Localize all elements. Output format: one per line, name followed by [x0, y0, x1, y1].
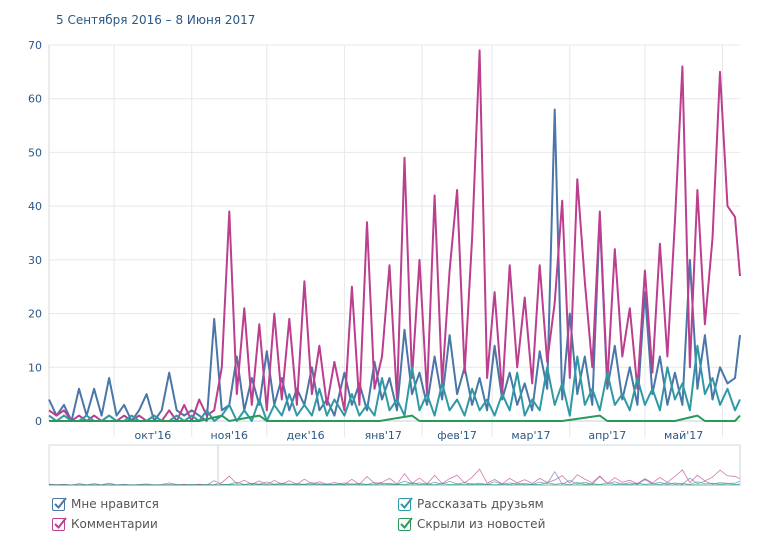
legend-checkbox-hidden[interactable] [398, 516, 413, 531]
legend-label-likes: Мне нравится [71, 497, 159, 511]
legend-checkbox-comments[interactable] [52, 516, 67, 531]
legend-checkbox-likes[interactable] [52, 496, 67, 511]
legend-label-shares: Рассказать друзьям [417, 497, 544, 511]
legend-checkbox-shares[interactable] [398, 496, 413, 511]
legend-item-comments[interactable]: Комментарии [52, 514, 159, 534]
x-tick-label: янв'17 [365, 429, 402, 442]
legend-column-right: Рассказать друзьям Скрыли из новостей [398, 494, 545, 534]
date-range-title: 5 Сентября 2016 – 8 Июня 2017 [56, 13, 256, 27]
x-tick-label: май'17 [664, 429, 703, 442]
legend-item-shares[interactable]: Рассказать друзьям [398, 494, 545, 514]
y-tick-label: 50 [28, 146, 42, 159]
series-line-0 [48, 108, 741, 422]
legend-label-hidden: Скрыли из новостей [417, 517, 546, 531]
y-tick-label: 40 [28, 200, 42, 213]
y-tick-label: 70 [28, 39, 42, 52]
legend-item-likes[interactable]: Мне нравится [52, 494, 159, 514]
x-tick-label: ноя'16 [210, 429, 248, 442]
x-tick-label: окт'16 [134, 429, 171, 442]
y-tick-label: 10 [28, 361, 42, 374]
series-line-3 [49, 414, 741, 422]
navigator-frame [48, 444, 741, 486]
y-tick-label: 30 [28, 254, 42, 267]
x-tick-label: апр'17 [588, 429, 626, 442]
activity-line-chart[interactable]: 0 10 20 30 40 50 60 70 окт'16 ноя'16 дек'16 янв'17 ф… [0, 0, 771, 490]
legend-item-hidden[interactable]: Скрыли из новостей [398, 514, 545, 534]
y-tick-label: 60 [28, 93, 42, 106]
y-tick-label: 20 [28, 308, 42, 321]
x-tick-label: фев'17 [437, 429, 477, 442]
y-tick-label: 0 [35, 415, 42, 428]
x-tick-label: мар'17 [511, 429, 550, 442]
legend-column-left: Мне нравится Комментарии [52, 494, 159, 534]
series-line-1 [48, 49, 741, 422]
x-tick-label: дек'16 [287, 429, 325, 442]
legend-label-comments: Комментарии [71, 517, 158, 531]
